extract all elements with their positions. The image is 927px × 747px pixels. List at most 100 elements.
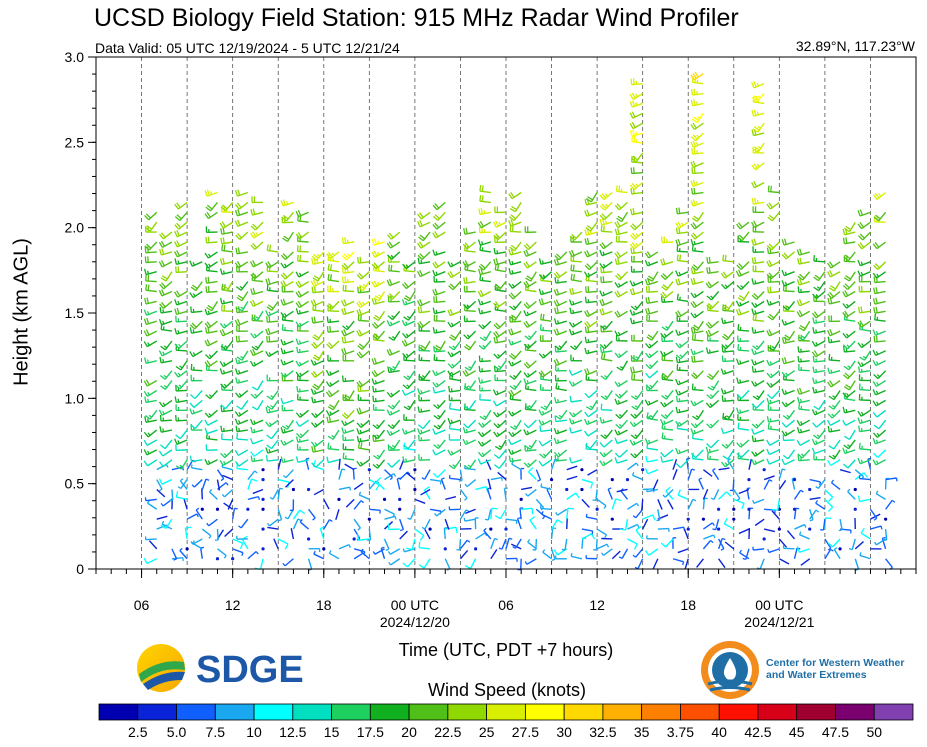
barb-shaft xyxy=(232,538,244,544)
barb-shaft xyxy=(358,290,370,294)
barb-half-feather xyxy=(162,402,166,406)
barb-feather xyxy=(691,355,694,363)
barb-feather xyxy=(677,238,681,245)
barb-shaft xyxy=(693,73,704,81)
barb-feather xyxy=(508,216,515,222)
barb-shaft xyxy=(499,508,507,520)
wind-barb xyxy=(584,429,598,437)
barb-half-feather xyxy=(739,549,743,554)
wind-barb xyxy=(767,548,780,554)
wind-barb xyxy=(310,388,325,395)
barb-half-feather xyxy=(542,549,546,553)
barb-shaft xyxy=(662,419,674,426)
wind-barb xyxy=(766,359,780,367)
barb-feather xyxy=(631,356,638,361)
barb-half-feather xyxy=(754,460,758,464)
barb-feather xyxy=(766,397,770,404)
wind-barb xyxy=(599,211,613,221)
barb-shaft xyxy=(177,201,188,210)
barb-feather xyxy=(690,348,694,355)
barb-half-feather xyxy=(572,412,576,416)
wind-barb xyxy=(712,468,720,480)
barb-half-feather xyxy=(407,517,411,520)
barb-shaft xyxy=(707,271,719,275)
barb-half-feather xyxy=(754,310,757,314)
wind-barb xyxy=(504,527,508,531)
barb-half-feather xyxy=(163,345,168,349)
wind-barb xyxy=(246,507,250,511)
barb-feather xyxy=(585,406,592,411)
barb-shaft xyxy=(206,429,218,435)
barb-feather xyxy=(266,405,273,410)
barb-shaft xyxy=(771,390,780,400)
calm-wind-dot xyxy=(519,497,523,501)
wind-barb xyxy=(382,497,387,501)
barb-half-feather xyxy=(664,414,668,418)
station-location: 32.89°N, 117.23°W xyxy=(795,38,915,54)
colorbar-title: Wind Speed (knots) xyxy=(427,680,587,700)
barb-feather xyxy=(723,304,730,310)
barb-feather xyxy=(237,247,241,254)
barb-half-feather xyxy=(376,251,380,256)
wind-barb xyxy=(615,271,628,281)
barb-shaft xyxy=(525,408,537,411)
wind-barb xyxy=(737,335,749,343)
wind-barb xyxy=(456,538,462,551)
barb-feather xyxy=(160,524,167,529)
barb-feather xyxy=(584,311,589,317)
barb-half-feather xyxy=(254,470,258,474)
wind-barb xyxy=(462,426,476,434)
barb-feather xyxy=(660,332,665,339)
barb-shaft xyxy=(482,320,492,330)
wind-barb xyxy=(280,298,294,306)
wind-barb xyxy=(417,251,431,261)
wind-barb xyxy=(752,498,765,504)
barb-shaft xyxy=(377,310,386,321)
barb-feather xyxy=(450,334,457,339)
wind-barb xyxy=(143,309,157,316)
barb-shaft xyxy=(221,438,233,441)
barb-half-feather xyxy=(757,125,761,129)
barb-shaft xyxy=(451,360,461,369)
barb-half-feather xyxy=(283,440,287,445)
barb-shaft xyxy=(373,300,385,305)
barb-feather xyxy=(356,460,361,467)
barb-shaft xyxy=(353,518,361,529)
barb-half-feather xyxy=(756,395,760,399)
barb-half-feather xyxy=(634,395,639,399)
barb-shaft xyxy=(464,429,476,434)
barb-feather xyxy=(252,208,256,215)
wind-barb xyxy=(280,370,294,378)
barb-shaft xyxy=(419,429,431,435)
barb-feather xyxy=(692,134,698,140)
barb-feather xyxy=(327,273,330,280)
barb-shaft xyxy=(312,290,324,294)
wind-barb xyxy=(432,288,446,296)
barb-shaft xyxy=(194,320,203,330)
barb-half-feather xyxy=(511,361,515,366)
barb-feather xyxy=(417,242,422,249)
barb-feather xyxy=(311,255,317,261)
barb-feather xyxy=(206,306,212,312)
barb-half-feather xyxy=(283,458,286,462)
barb-half-feather xyxy=(603,344,607,348)
barb-feather xyxy=(614,381,619,387)
barb-feather xyxy=(741,503,745,510)
barb-feather xyxy=(311,446,314,453)
barb-feather xyxy=(477,291,482,297)
barb-half-feather xyxy=(526,430,530,435)
barb-feather xyxy=(766,416,770,423)
barb-shaft xyxy=(511,463,522,471)
barb-feather xyxy=(296,385,299,393)
barb-shaft xyxy=(459,549,469,560)
barb-feather xyxy=(219,368,223,375)
barb-shaft xyxy=(252,211,264,216)
wind-barb xyxy=(614,257,628,266)
barb-feather xyxy=(599,451,605,458)
barb-feather xyxy=(402,384,409,390)
barb-half-feather xyxy=(496,390,499,395)
wind-barb xyxy=(447,308,461,317)
wind-barb xyxy=(554,307,567,315)
wind-barb xyxy=(266,300,279,311)
wind-barb xyxy=(299,519,310,530)
